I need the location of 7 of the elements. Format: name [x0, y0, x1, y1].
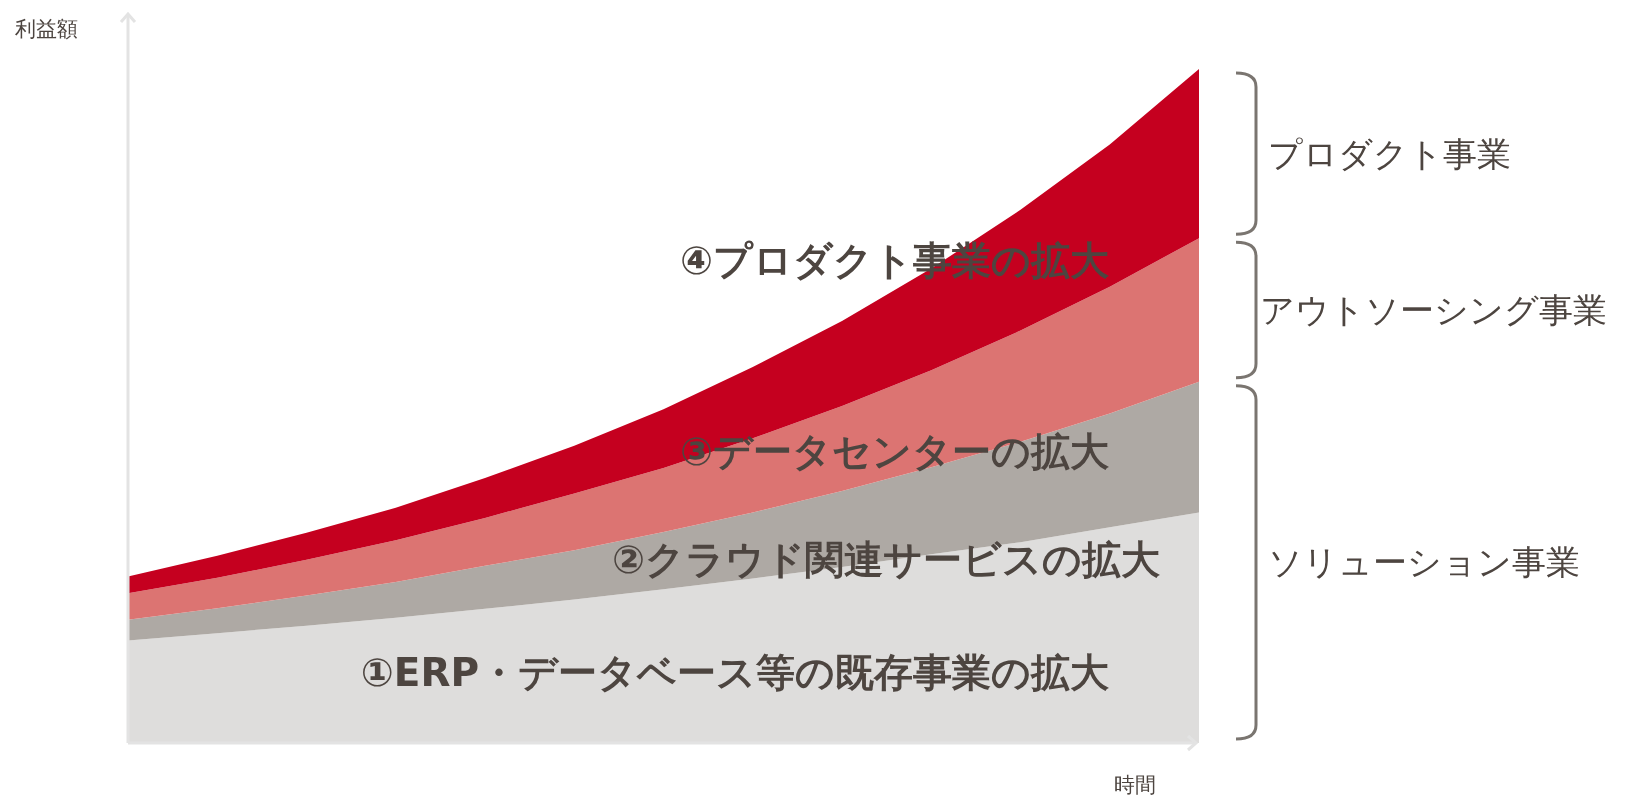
series-label: ①ERP・データベース等の既存事業の拡大 — [360, 650, 1109, 695]
text: ソリューション事業 — [1268, 542, 1580, 583]
text: プロダクト事業 — [1268, 133, 1511, 174]
series-label: ②クラウド関連サービスの拡大 — [611, 537, 1160, 582]
text: アウトソーシング事業 — [1260, 289, 1607, 330]
y-axis-title: 利益額 — [15, 17, 78, 41]
x-axis-title: 時間 — [1114, 773, 1156, 797]
